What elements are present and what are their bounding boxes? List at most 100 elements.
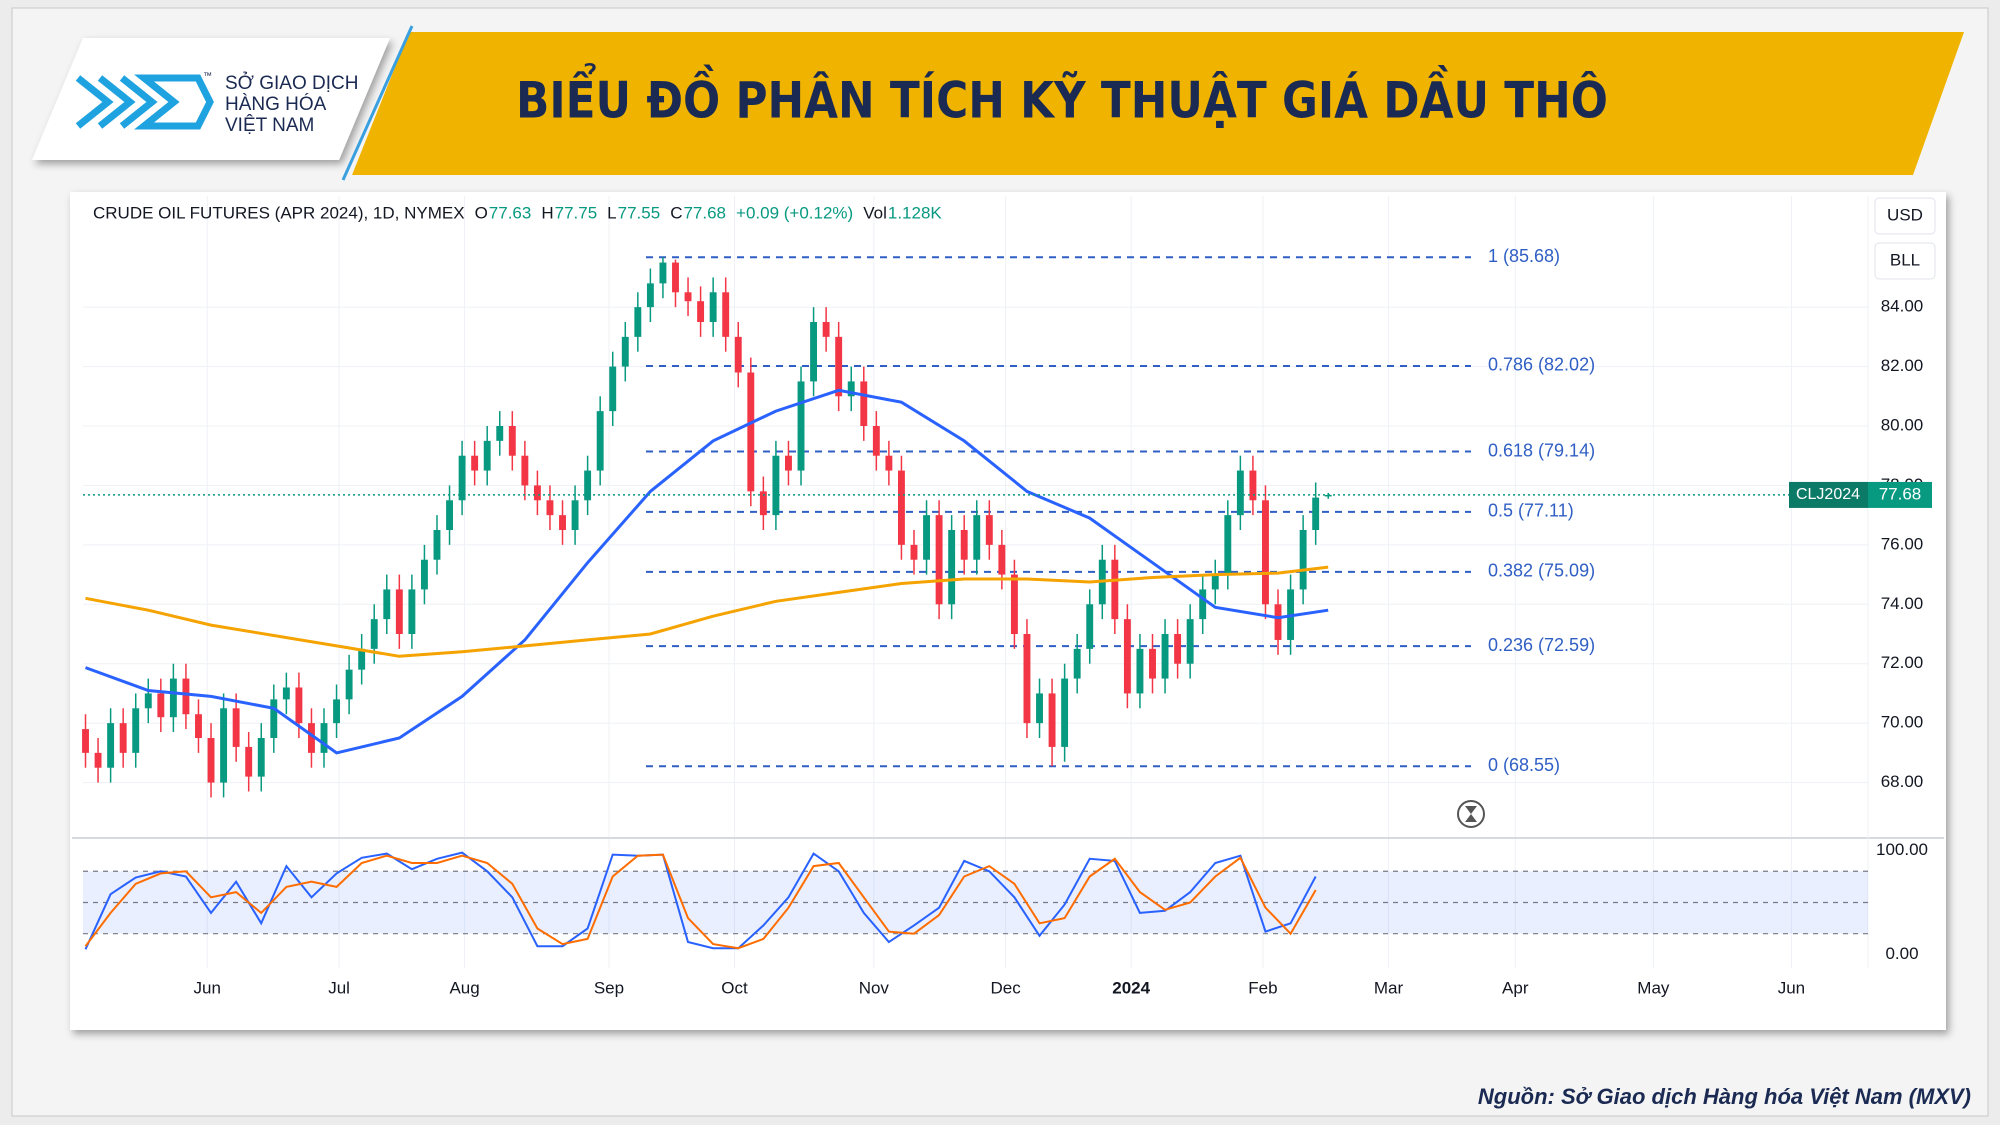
- candle-body: [571, 500, 579, 530]
- title-banner: [352, 32, 1964, 175]
- page-title: BIỂU ĐỒ PHÂN TÍCH KỸ THUẬT GIÁ DẦU THÔ: [516, 63, 1608, 130]
- x-tick-label: Jun: [194, 978, 221, 997]
- candle-body: [872, 426, 880, 456]
- candle-body: [985, 515, 993, 545]
- candle-body: [759, 491, 767, 516]
- candle-body: [169, 678, 177, 718]
- candle-body: [722, 292, 730, 337]
- candle-body: [960, 530, 968, 560]
- x-tick-label: Oct: [721, 978, 748, 997]
- candle-body: [609, 366, 617, 412]
- candle-body: [1111, 559, 1119, 620]
- candle-body: [998, 544, 1006, 575]
- candle-body: [458, 455, 466, 501]
- fib-label: 0.5 (77.11): [1488, 501, 1574, 521]
- candle-body: [345, 669, 353, 700]
- logo-mark: [75, 74, 214, 130]
- candle-body: [433, 530, 441, 560]
- candle-body: [1249, 470, 1257, 501]
- candle-body: [1010, 574, 1018, 634]
- x-tick-label: Apr: [1502, 978, 1529, 997]
- candle-body: [973, 515, 981, 560]
- y-tick-label: 80.00: [1881, 415, 1924, 434]
- candle-body: [1236, 470, 1244, 516]
- candle-body: [533, 485, 541, 501]
- candle-body: [1136, 648, 1144, 694]
- candle-body: [119, 723, 127, 753]
- x-tick-label: Mar: [1374, 978, 1404, 997]
- logo-chevron: [134, 74, 214, 130]
- logo-chevron: [75, 75, 114, 129]
- candle-body: [483, 440, 491, 471]
- candle-body: [797, 381, 805, 471]
- candle-body: [885, 455, 893, 471]
- fib-label: 0.618 (79.14): [1488, 440, 1595, 460]
- candle-body: [383, 589, 391, 620]
- candle-body: [521, 455, 529, 486]
- candle-body: [584, 470, 592, 501]
- candle-body: [772, 455, 780, 516]
- x-tick-label: Feb: [1248, 978, 1277, 997]
- candle-body: [835, 336, 843, 397]
- candle-body: [157, 693, 165, 718]
- candle-body: [144, 693, 152, 709]
- candle-body: [1199, 589, 1207, 620]
- candle-body: [546, 500, 554, 516]
- replay-icon: [1457, 800, 1485, 828]
- candle-body: [1149, 648, 1156, 679]
- candle-body: [496, 426, 504, 441]
- candle-body: [1048, 693, 1056, 747]
- candle-body: [559, 515, 566, 530]
- x-tick-label: 2024: [1112, 978, 1150, 997]
- legend-text: O: [475, 203, 488, 222]
- logo-text: SỞ GIAO DỊCH: [225, 72, 358, 94]
- candle-body: [709, 292, 717, 322]
- candle-body: [897, 470, 905, 545]
- unit-label: BLL: [1890, 250, 1920, 269]
- candle-body: [320, 723, 328, 753]
- x-tick-label: Sep: [594, 978, 624, 997]
- fib-label: 0.236 (72.59): [1488, 635, 1595, 655]
- candle-body: [308, 723, 315, 753]
- legend-text: 77.63: [489, 203, 532, 222]
- candle-body: [132, 708, 140, 753]
- candle-body: [847, 381, 855, 397]
- x-tick-label: Jul: [328, 978, 350, 997]
- legend-text: H: [541, 203, 553, 222]
- candle-body: [935, 515, 943, 605]
- candle-body: [1061, 678, 1069, 747]
- candle-body: [370, 619, 378, 649]
- candle-body: [646, 283, 654, 308]
- candle-body: [634, 307, 642, 337]
- candle-body: [672, 262, 679, 293]
- candle-body: [1211, 574, 1219, 590]
- logo-chevron: [97, 75, 136, 129]
- candle-body: [684, 292, 692, 302]
- chart: Jun Jul Aug Sep Oct Nov Dec 2024 Feb Mar Apr May Jun…: [72, 196, 1944, 997]
- candle-body: [358, 648, 366, 670]
- candle-body: [232, 708, 240, 747]
- candle-body: [395, 589, 403, 634]
- candle-body: [282, 687, 290, 700]
- x-tick-label: Dec: [991, 978, 1022, 997]
- legend-text: +0.09 (+0.12%): [736, 203, 853, 222]
- oscillator-tick-label: 100.00: [1876, 840, 1928, 859]
- y-tick-label: 76.00: [1881, 534, 1924, 553]
- candle-body: [1123, 619, 1131, 694]
- candle-body: [471, 455, 479, 471]
- legend-text: 77.55: [618, 203, 661, 222]
- candle-body: [1224, 515, 1232, 575]
- candle-body: [910, 544, 918, 560]
- source-note: Nguồn: Sở Giao dịch Hàng hóa Việt Nam (M…: [1478, 1084, 1971, 1109]
- y-tick-label: 70.00: [1881, 713, 1924, 732]
- candle-body: [408, 589, 416, 634]
- candle-body: [810, 322, 818, 382]
- replay-icon: [1465, 806, 1477, 822]
- legend-text: CRUDE OIL FUTURES (APR 2024), 1D, NYMEX: [93, 203, 465, 222]
- y-tick-label: 72.00: [1881, 653, 1924, 672]
- candle-body: [1036, 693, 1043, 724]
- legend-text: 1.128K: [888, 203, 943, 222]
- candle-body: [1186, 619, 1194, 664]
- legend-text: L: [607, 203, 616, 222]
- candle-body: [257, 738, 265, 777]
